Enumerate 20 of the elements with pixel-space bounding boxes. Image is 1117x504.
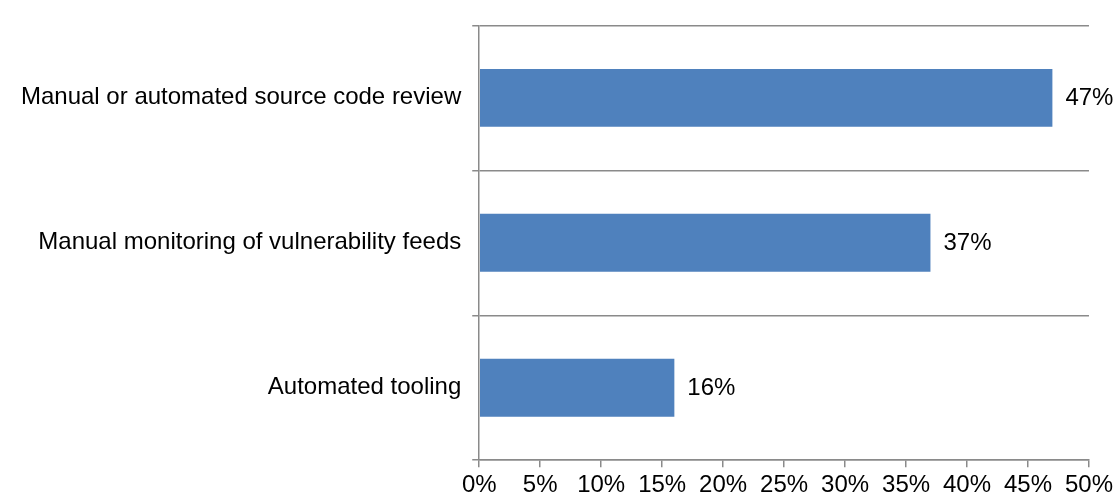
bar [479,68,1053,127]
x-tick-label: 0% [461,470,497,498]
x-tick-label: 25% [760,470,809,498]
x-tick-label: 35% [882,470,931,498]
x-tick-label: 20% [699,470,748,498]
x-tick-label: 15% [638,470,687,498]
x-tick-label: 30% [821,470,870,498]
x-tick-label: 45% [1003,470,1053,498]
data-label: 47% [1065,83,1114,111]
y-tick-label: Automated tooling [267,372,462,400]
x-tick-label: 5% [522,470,558,498]
y-tick-label: Manual monitoring of vulnerability feeds [38,227,462,255]
x-tick-label: 50% [1064,470,1114,498]
x-tick-label: 40% [943,470,992,498]
y-tick-label: Manual or automated source code review [20,82,462,110]
data-label: 16% [687,373,736,401]
x-tick-label: 10% [577,470,626,498]
data-label: 37% [943,228,992,256]
bar [479,358,675,417]
bar [479,213,931,272]
